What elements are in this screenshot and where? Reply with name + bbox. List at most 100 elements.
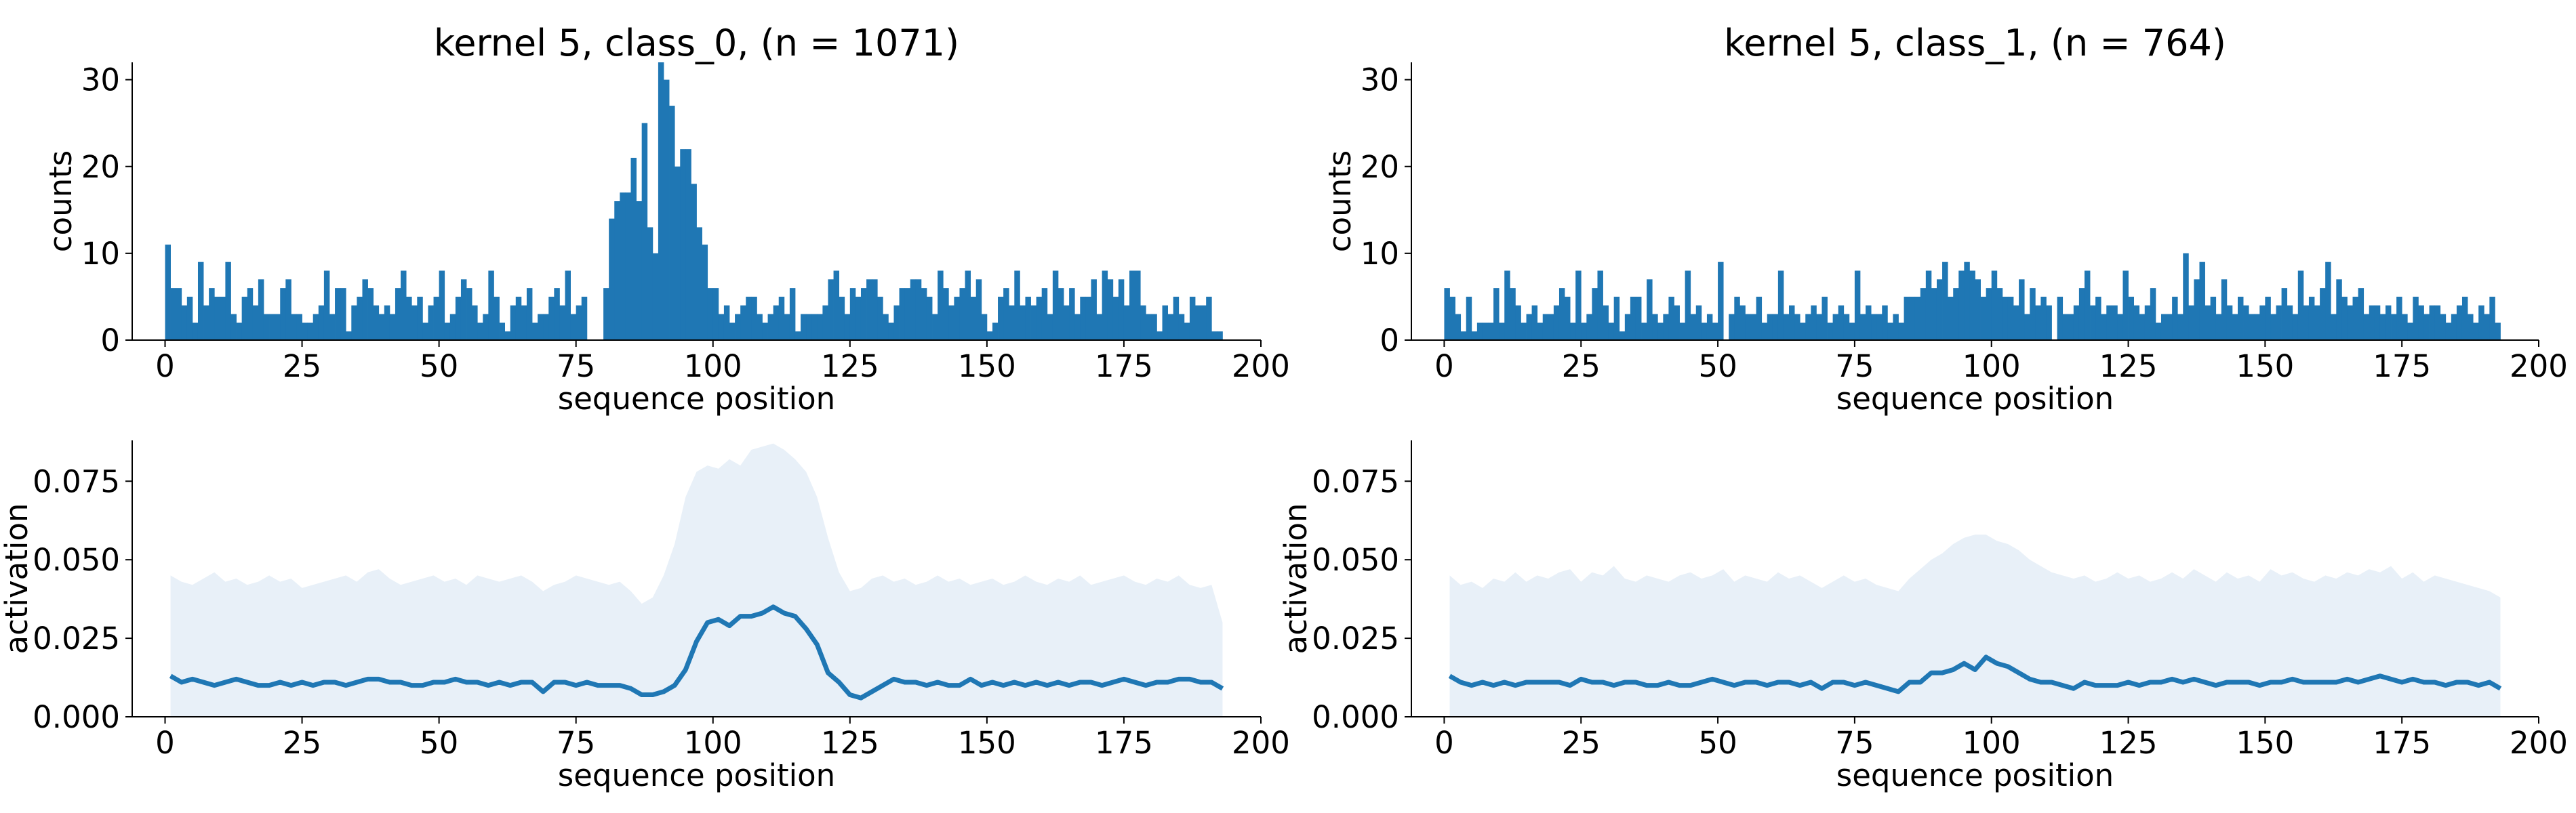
bar	[291, 314, 297, 340]
bar	[1663, 314, 1669, 340]
bar	[1603, 305, 1609, 340]
bar	[1074, 314, 1081, 340]
bar	[335, 288, 341, 341]
bar	[1641, 322, 1647, 341]
bar	[214, 296, 220, 340]
bar	[378, 314, 385, 340]
bar	[1123, 305, 1130, 340]
bar	[1156, 331, 1163, 340]
bar	[735, 314, 741, 340]
bar	[1211, 331, 1217, 340]
bar	[2150, 288, 2156, 341]
bar	[1542, 314, 1549, 340]
bar	[449, 314, 456, 340]
bar	[1822, 296, 1828, 340]
bar	[965, 270, 971, 340]
bar	[2402, 314, 2408, 340]
bar	[406, 296, 412, 340]
bar	[1811, 305, 1817, 340]
chart-bottom-left: 0 25 50 75 100 125 150 175 200 0.000 0.025 0.050 0.0…	[0, 440, 1290, 793]
bar	[1041, 288, 1048, 341]
bar	[460, 279, 467, 340]
bar	[1668, 296, 1674, 340]
bar	[910, 279, 917, 340]
bar	[1102, 270, 1108, 340]
x-tick-label: 0	[1434, 725, 1454, 761]
bar	[926, 296, 933, 340]
bar	[477, 322, 483, 341]
bar	[2336, 279, 2342, 340]
x-tick-label: 125	[821, 348, 879, 384]
bar	[285, 279, 291, 340]
bar	[263, 314, 270, 340]
bar	[1750, 314, 1756, 340]
bar	[1948, 296, 1954, 340]
bar	[307, 322, 314, 341]
bar	[2035, 305, 2041, 340]
bar	[712, 288, 719, 341]
bar	[1548, 314, 1554, 340]
bar	[1647, 279, 1653, 340]
bar	[433, 296, 440, 340]
bar	[2369, 305, 2375, 340]
x-axis-label: sequence position	[1836, 757, 2114, 793]
bar	[1695, 305, 1702, 340]
bar	[225, 262, 231, 340]
bar	[630, 157, 637, 340]
bar	[1887, 322, 1893, 341]
bar	[723, 305, 730, 340]
bar	[1914, 296, 1921, 340]
bar	[1003, 288, 1009, 341]
bar	[1526, 314, 1532, 340]
bar	[680, 149, 686, 341]
chart-title: kernel 5, class_0, (n = 1071)	[434, 22, 959, 64]
bar	[1009, 305, 1015, 340]
x-tick-label: 150	[958, 725, 1016, 761]
bar	[1772, 314, 1779, 340]
bar	[2243, 305, 2249, 340]
bar	[515, 296, 522, 340]
bar	[2352, 296, 2358, 340]
bar	[1679, 322, 1686, 341]
bar	[1969, 270, 1975, 340]
bar	[2177, 314, 2183, 340]
activation-band	[1449, 535, 2501, 717]
bar	[521, 305, 527, 340]
bar	[1706, 314, 1713, 340]
bar	[2024, 314, 2030, 340]
y-tick-label: 0.025	[1312, 621, 1399, 656]
bar	[1619, 331, 1626, 340]
bar	[472, 305, 478, 340]
bar	[2155, 322, 2162, 341]
bar	[1986, 288, 1992, 341]
bar	[1575, 270, 1582, 340]
y-axis-label: activation	[0, 503, 35, 654]
bar	[2429, 305, 2436, 340]
bar	[778, 296, 785, 340]
bar	[811, 314, 818, 340]
bar	[2199, 262, 2205, 340]
x-tick-label: 50	[420, 725, 458, 761]
bar	[1173, 296, 1180, 340]
bar	[1942, 262, 1948, 340]
bar	[2007, 296, 2014, 340]
x-tick-label: 0	[155, 725, 175, 761]
bar	[2363, 314, 2370, 340]
bar	[323, 270, 330, 340]
bar	[1217, 331, 1223, 340]
bar	[576, 305, 582, 340]
bar	[2084, 270, 2091, 340]
bar	[746, 296, 752, 340]
bar	[1052, 270, 1059, 340]
bar	[2473, 322, 2479, 341]
bar	[313, 314, 319, 340]
y-tick-label: 30	[81, 62, 120, 98]
bar	[702, 245, 708, 340]
bar	[1898, 322, 1904, 341]
bar	[855, 296, 862, 340]
bar	[729, 322, 736, 341]
bar	[877, 296, 883, 340]
bar	[970, 296, 977, 340]
bar	[1493, 288, 1500, 341]
bar	[1635, 296, 1642, 340]
